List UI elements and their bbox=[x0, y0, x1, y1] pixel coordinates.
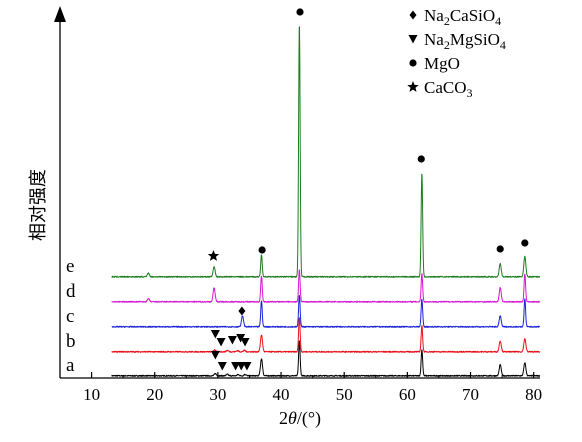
circle-marker bbox=[296, 8, 304, 16]
triangle-down-marker bbox=[242, 362, 252, 371]
pattern-curves bbox=[111, 26, 541, 377]
circle-marker bbox=[258, 246, 266, 254]
curve-e bbox=[111, 26, 541, 278]
curve-d bbox=[111, 269, 541, 303]
triangle-down-marker bbox=[240, 338, 250, 347]
axes: 10 20 30 40 50 60 70 80 bbox=[54, 6, 542, 404]
legend-triangle-down-icon bbox=[408, 35, 418, 44]
circle-marker bbox=[521, 239, 529, 247]
diamond-marker bbox=[238, 306, 246, 316]
x-tick-label: 20 bbox=[146, 385, 163, 404]
curve-label-d: d bbox=[66, 281, 76, 302]
triangle-down-marker bbox=[236, 362, 246, 371]
triangle-down-marker bbox=[236, 334, 246, 343]
x-tick-label: 70 bbox=[462, 385, 479, 404]
triangle-down-marker bbox=[217, 362, 227, 371]
peak-markers bbox=[207, 8, 529, 371]
legend-circle-icon bbox=[409, 59, 417, 67]
legend-star-icon bbox=[407, 81, 419, 92]
legend-diamond-icon bbox=[409, 10, 417, 20]
triangle-down-marker bbox=[210, 330, 220, 339]
triangle-down-marker bbox=[210, 351, 220, 360]
curve-label-e: e bbox=[66, 256, 74, 277]
legend-label: Na2MgSiO4 bbox=[424, 30, 506, 52]
y-axis-arrow bbox=[54, 6, 66, 22]
legend-label: CaCO3 bbox=[424, 78, 473, 100]
curve-a bbox=[111, 340, 541, 377]
y-axis-title-text: 相对强度 bbox=[28, 169, 49, 241]
y-axis-title: 相对强度 bbox=[28, 169, 49, 241]
circle-marker bbox=[417, 155, 425, 163]
legend-label: Na2CaSiO4 bbox=[424, 6, 501, 28]
x-tick-label: 80 bbox=[525, 385, 542, 404]
curve-c bbox=[111, 295, 540, 328]
star-marker bbox=[207, 250, 220, 261]
circle-marker bbox=[496, 245, 504, 253]
x-axis-title-text: 2θ/(°) bbox=[279, 408, 321, 429]
curve-label-c: c bbox=[66, 306, 74, 327]
x-axis-title: 2θ/(°) bbox=[279, 408, 321, 429]
curve-label-b: b bbox=[66, 331, 76, 352]
curve-label-a: a bbox=[66, 355, 75, 376]
x-tick-label: 10 bbox=[83, 385, 100, 404]
x-tick-label: 60 bbox=[399, 385, 416, 404]
x-tick-label: 30 bbox=[209, 385, 226, 404]
x-tick-label: 40 bbox=[273, 385, 290, 404]
legend-label: MgO bbox=[424, 54, 460, 73]
triangle-down-marker bbox=[227, 336, 237, 345]
curve-b bbox=[111, 317, 541, 353]
triangle-down-marker bbox=[231, 362, 241, 371]
x-tick-label: 50 bbox=[336, 385, 353, 404]
triangle-down-marker bbox=[216, 338, 226, 347]
